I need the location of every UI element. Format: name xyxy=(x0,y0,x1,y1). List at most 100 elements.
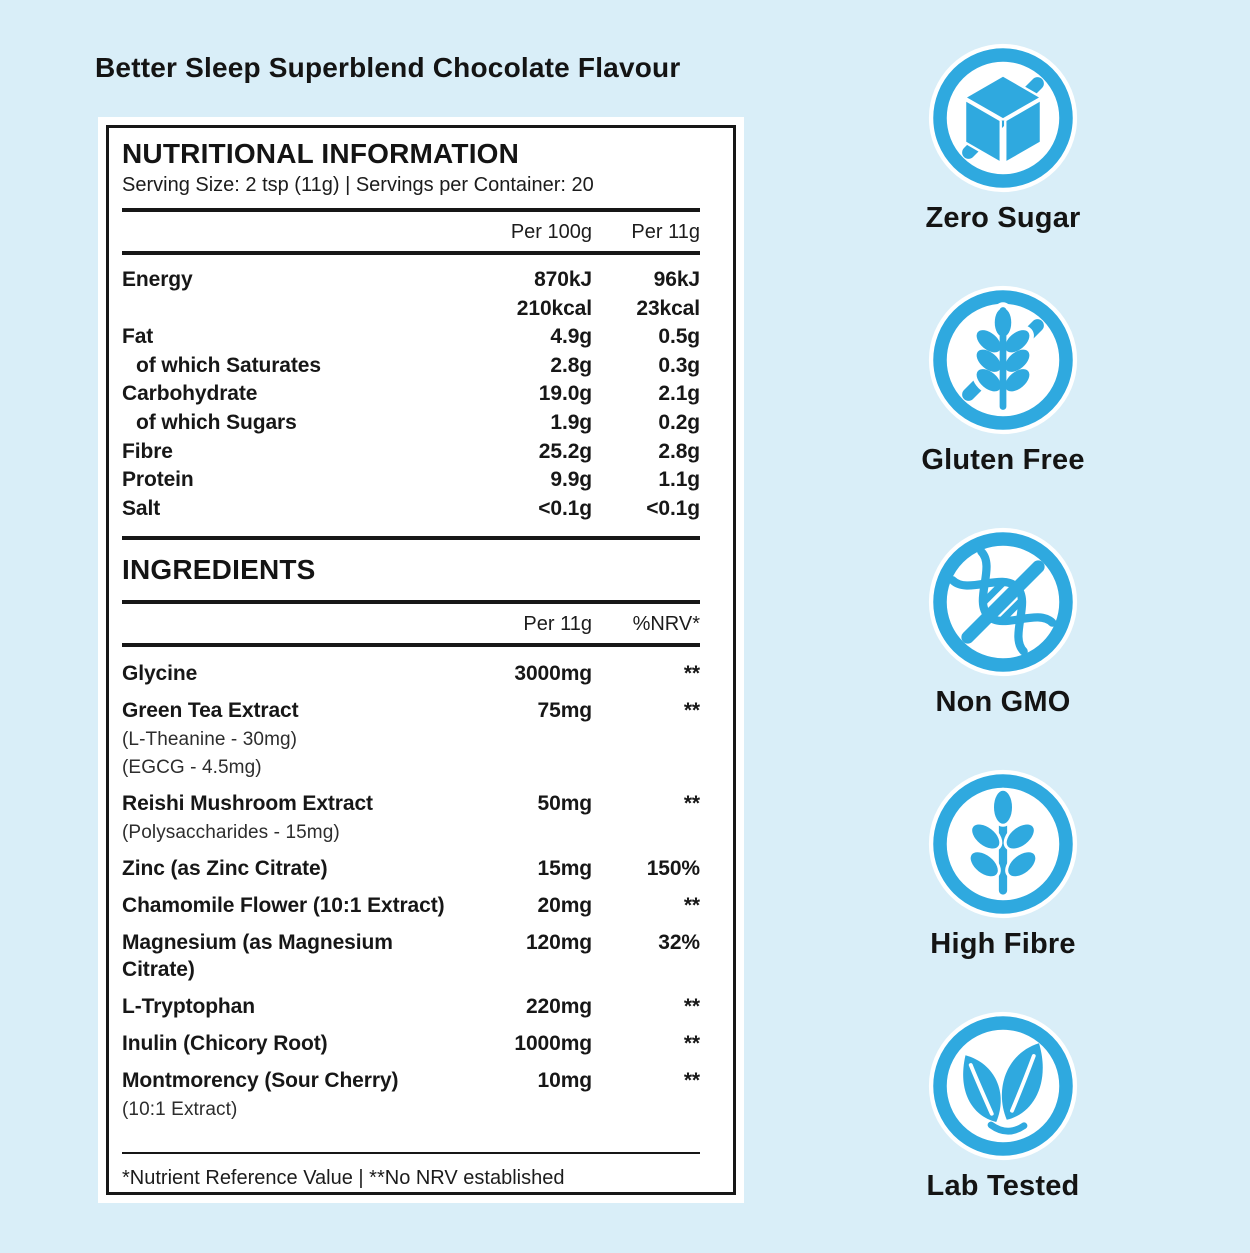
ingredient-row: Magnesium (as Magnesium Cit­rate) 120mg … xyxy=(122,929,700,983)
ingredient-amount: 15mg xyxy=(537,857,593,881)
column-header-per100g: Per 100g xyxy=(510,221,592,243)
nutrient-label: Fibre xyxy=(122,439,173,463)
nutrient-per100g: 9.9g xyxy=(550,468,592,492)
ingredient-row: Montmorency (Sour Cherry) 10mg ** (10:1 … xyxy=(122,1067,700,1122)
ingredient-row: Reishi Mushroom Extract 50mg ** (Polysac… xyxy=(122,790,700,845)
ingredient-nrv: ** xyxy=(683,995,700,1019)
nutrient-per100g: 1.9g xyxy=(550,410,592,434)
ingredient-subcomponent: (L-Theanine - 30mg) xyxy=(122,729,298,751)
ingredient-name: Montmorency (Sour Cherry) xyxy=(122,1069,399,1093)
table-row: of which Sugars 1.9g 0.2g xyxy=(122,409,700,438)
nutrient-per100g: 4.9g xyxy=(550,325,592,349)
ingredient-name: Zinc (as Zinc Citrate) xyxy=(122,857,328,881)
badge-label: Gluten Free xyxy=(921,444,1085,476)
ingredient-name: Chamomile Flower (10:1 Extract) xyxy=(122,894,445,918)
nutrient-per100g: 210kcal xyxy=(516,296,592,320)
ingredient-nrv: ** xyxy=(683,662,700,686)
nutrient-per100g: 25.2g xyxy=(538,439,592,463)
ingredient-subcomponent: (Polysaccharides - 15mg) xyxy=(122,822,340,844)
nutrient-per11g: 23kcal xyxy=(636,296,700,320)
serving-info: Serving Size: 2 tsp (11g) | Servings per… xyxy=(122,174,594,196)
nutrient-per100g: 2.8g xyxy=(550,353,592,377)
no-sugar-cube-icon xyxy=(928,43,1078,193)
rule xyxy=(122,1152,700,1155)
nutrient-label: Salt xyxy=(122,496,161,520)
table-row: Energy 870kJ 96kJ xyxy=(122,266,700,295)
page-title: Better Sleep Superblend Chocolate Flavou… xyxy=(95,52,681,83)
ingredient-row: Green Tea Extract 75mg ** (L-Theanine - … xyxy=(122,697,700,780)
ingredient-nrv: ** xyxy=(683,699,700,723)
ingredient-row: Zinc (as Zinc Citrate) 15mg 150% xyxy=(122,855,700,882)
badge-label: Lab Tested xyxy=(926,1170,1080,1202)
rule xyxy=(122,251,700,255)
ingredient-nrv: 32% xyxy=(658,931,700,955)
column-header-per11g: Per 11g xyxy=(523,613,592,636)
badge-column: Zero Sugar xyxy=(858,43,1148,1253)
ingredient-amount: 20mg xyxy=(537,894,593,918)
table-row: Salt <0.1g <0.1g xyxy=(122,495,700,524)
badge-non-gmo: Non GMO xyxy=(858,527,1148,725)
rule xyxy=(122,536,700,541)
nutrient-per11g: 0.3g xyxy=(658,353,700,377)
ingredient-amount: 220mg xyxy=(525,995,592,1019)
ingredient-nrv: ** xyxy=(683,894,700,918)
nutrient-label: Fat xyxy=(122,325,154,349)
no-gmo-dna-icon xyxy=(928,527,1078,677)
ingredient-amount: 120mg xyxy=(525,931,592,955)
ingredient-name: L-Tryptophan xyxy=(122,995,255,1019)
ingredient-amount: 50mg xyxy=(537,792,593,816)
badge-high-fibre: High Fibre xyxy=(858,769,1148,967)
nutrient-per11g: 0.5g xyxy=(658,325,700,349)
rule xyxy=(122,208,700,212)
column-header-nrv: %NRV* xyxy=(632,613,700,636)
nutrient-label: Protein xyxy=(122,468,194,492)
table-row: Fat 4.9g 0.5g xyxy=(122,323,700,352)
nutrition-table: Energy 870kJ 96kJ 210kcal 23kcal Fat 4.9… xyxy=(122,255,700,536)
table-row: Carbohydrate 19.0g 2.1g xyxy=(122,380,700,409)
nutrient-per100g: <0.1g xyxy=(538,496,592,520)
ingredient-nrv: ** xyxy=(683,1032,700,1056)
ingredient-name: Inulin (Chicory Root) xyxy=(122,1032,328,1056)
nutrient-per11g: 2.8g xyxy=(658,439,700,463)
ingredient-subcomponent: (EGCG - 4.5mg) xyxy=(122,757,262,779)
leaves-icon xyxy=(928,1011,1078,1161)
nrv-footnote: *Nutrient Reference Value | **No NRV est… xyxy=(122,1167,565,1190)
ingredient-row: Glycine 3000mg ** xyxy=(122,660,700,687)
nutrient-per11g: 1.1g xyxy=(658,468,700,492)
ingredient-subcomponent: (10:1 Extract) xyxy=(122,1099,238,1121)
ingredient-row: Inulin (Chicory Root) 1000mg ** xyxy=(122,1030,700,1057)
ingredient-name: Reishi Mushroom Extract xyxy=(122,792,373,816)
ingredient-amount: 3000mg xyxy=(514,662,592,686)
ingredient-nrv: ** xyxy=(683,792,700,816)
nutrient-per11g: 2.1g xyxy=(658,382,700,406)
nutrient-label: of which Sugars xyxy=(136,410,297,434)
ingredients-table: Glycine 3000mg ** Green Tea Extract 75mg… xyxy=(122,647,700,1122)
badge-label: Zero Sugar xyxy=(925,202,1081,234)
badge-label: High Fibre xyxy=(930,928,1076,960)
ingredient-amount: 1000mg xyxy=(514,1032,592,1056)
ingredient-row: L-Tryptophan 220mg ** xyxy=(122,993,700,1020)
nutrient-per100g: 19.0g xyxy=(538,382,592,406)
ingredient-row: Chamomile Flower (10:1 Extract) 20mg ** xyxy=(122,892,700,919)
ingredients-heading: INGREDIENTS xyxy=(122,554,316,586)
nutrition-heading: NUTRITIONAL INFORMATION xyxy=(122,138,520,169)
nutrient-label: of which Saturates xyxy=(136,353,321,377)
ingredient-amount: 10mg xyxy=(537,1069,593,1093)
table-row: 210kcal 23kcal xyxy=(122,295,700,324)
table-row: of which Saturates 2.8g 0.3g xyxy=(122,352,700,381)
table-row: Protein 9.9g 1.1g xyxy=(122,466,700,495)
nutrition-column-headers: Per 100g Per 11g xyxy=(122,212,700,251)
nutrition-panel-border: NUTRITIONAL INFORMATION Serving Size: 2 … xyxy=(106,125,736,1195)
badge-label: Non GMO xyxy=(935,686,1071,718)
ingredient-nrv: ** xyxy=(683,1069,700,1093)
ingredients-column-headers: Per 11g %NRV* xyxy=(122,604,700,643)
ingredient-name: Green Tea Extract xyxy=(122,699,299,723)
table-row: Fibre 25.2g 2.8g xyxy=(122,438,700,467)
no-gluten-wheat-icon xyxy=(928,285,1078,435)
column-header-per11g: Per 11g xyxy=(631,221,700,243)
nutrition-panel: NUTRITIONAL INFORMATION Serving Size: 2 … xyxy=(98,117,744,1203)
ingredient-name: Glycine xyxy=(122,662,198,686)
nutrient-per11g: 0.2g xyxy=(658,410,700,434)
badge-lab-tested: Lab Tested xyxy=(858,1011,1148,1209)
rule xyxy=(122,600,700,605)
